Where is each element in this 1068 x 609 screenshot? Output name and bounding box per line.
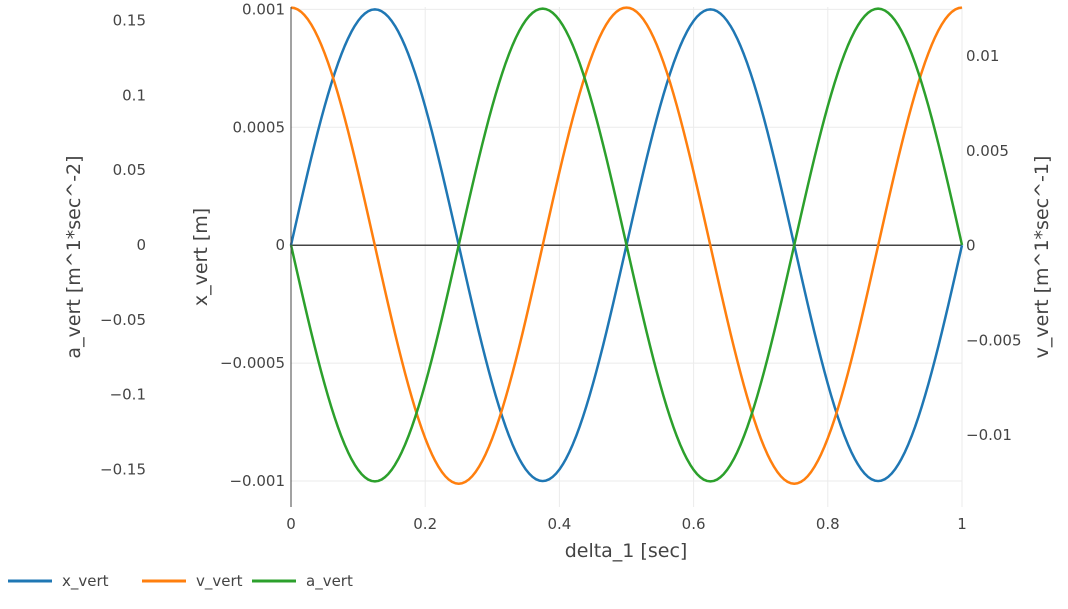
legend: x_vert v_vert a_vert [8,572,353,591]
x-vert-tick-label: 0 [275,236,285,254]
legend-label-v-vert: v_vert [196,572,243,591]
x-tick-label: 0.4 [547,515,571,533]
x-tick-label: 1 [957,515,967,533]
a-vert-tick-label: 0.05 [113,161,146,179]
a-vert-tick-label: 0 [136,236,146,254]
legend-item-x-vert[interactable]: x_vert [8,572,109,591]
v-vert-tick-label: −0.01 [966,426,1012,444]
a-vert-tick-label: −0.1 [110,386,146,404]
a-vert-tick-label: 0.1 [122,86,146,104]
legend-label-a-vert: a_vert [306,572,353,591]
v-vert-tick-label: −0.005 [966,331,1022,349]
a-vert-tick-label: 0.15 [113,11,146,29]
x-tick-label: 0.2 [413,515,437,533]
series-line-a-vert [289,7,964,483]
x-tick-label: 0 [286,515,296,533]
axis-layer: 0 0.2 0.4 0.6 0.8 1 0.001 0.0005 0 −0.0005 −0.001 0… [100,0,1021,533]
x-vert-tick-label: −0.001 [229,472,285,490]
x-tick-label: 0.6 [682,515,706,533]
series-layer [289,6,964,485]
series-line-v-vert [290,6,963,485]
v-vert-tick-label: 0.005 [966,142,1009,160]
legend-label-x-vert: x_vert [62,572,109,591]
y-axis-title-a-vert: a_vert [m^1*sec^-2] [63,155,85,358]
legend-item-a-vert[interactable]: a_vert [252,572,353,591]
x-vert-tick-label: 0.001 [242,0,285,18]
legend-item-v-vert[interactable]: v_vert [142,572,243,591]
y-axis-title-v-vert: v_vert [m^1*sec^-1] [1031,156,1053,359]
x-axis-title: delta_1 [sec] [565,540,688,562]
y-axis-title-x-vert: x_vert [m] [190,208,212,306]
grid-layer [291,7,963,507]
a-vert-tick-label: −0.15 [100,461,146,479]
a-vert-tick-label: −0.05 [100,311,146,329]
x-vert-tick-label: −0.0005 [220,354,285,372]
v-vert-tick-label: 0 [966,237,976,255]
v-vert-tick-label: 0.01 [966,47,999,65]
x-tick-label: 0.8 [816,515,840,533]
x-vert-tick-label: 0.0005 [233,118,286,136]
